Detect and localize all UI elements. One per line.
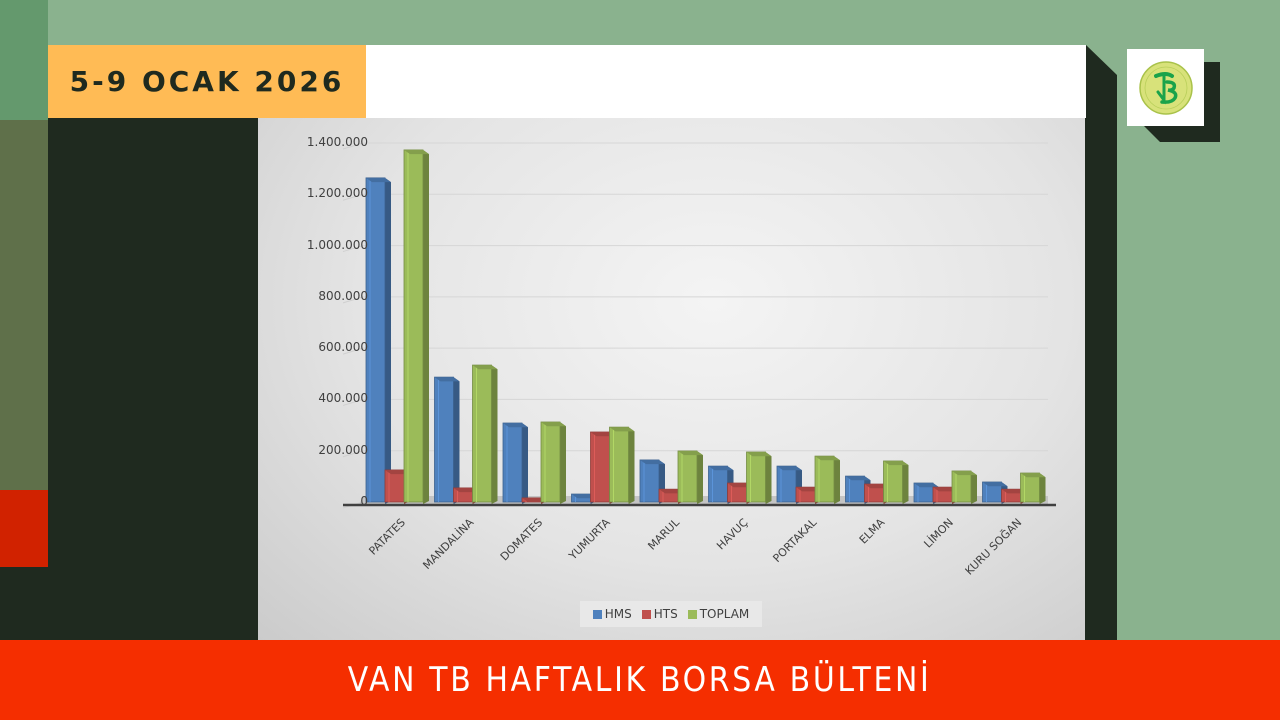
bar-hms bbox=[434, 376, 460, 504]
bar-toplam bbox=[1020, 472, 1046, 504]
bar-chart bbox=[342, 142, 1056, 509]
logo-icon bbox=[1138, 60, 1193, 115]
x-tick-label: LİMON bbox=[920, 516, 956, 551]
decor-strip-bottom bbox=[0, 567, 48, 640]
footer-title: VAN TB HAFTALIK BORSA BÜLTENİ bbox=[348, 660, 932, 700]
bar-toplam bbox=[472, 364, 498, 504]
x-tick-label: ELMA bbox=[856, 516, 888, 547]
header-band bbox=[366, 45, 1086, 118]
legend-swatch-hms bbox=[592, 609, 602, 619]
x-tick-label: YUMURTA bbox=[566, 516, 613, 563]
legend-item-hts: HTS bbox=[641, 607, 678, 621]
legend-swatch-hts bbox=[641, 609, 651, 619]
x-tick-label: DOMATES bbox=[497, 516, 545, 564]
y-tick-label: 1.200.000 bbox=[306, 186, 368, 201]
bar-hms bbox=[365, 177, 391, 505]
x-tick-label: HAVUÇ bbox=[714, 516, 751, 553]
x-tick-label: MARUL bbox=[644, 516, 682, 553]
dark-right-edge bbox=[1086, 45, 1117, 640]
date-banner: 5-9 OCAK 2026 bbox=[48, 45, 366, 118]
y-tick-label: 800.000 bbox=[318, 288, 368, 303]
x-tick-label: KURU SOĞAN bbox=[962, 516, 1025, 578]
legend-swatch-toplam bbox=[687, 609, 697, 619]
date-label: 5-9 OCAK 2026 bbox=[69, 65, 345, 98]
legend-label-hts: HTS bbox=[653, 607, 678, 621]
bar-toplam bbox=[609, 426, 635, 504]
y-tick-label: 600.000 bbox=[318, 340, 368, 355]
x-axis: PATATES MANDALİNA DOMATES YUMURTA MARUL HAVUÇ… bbox=[258, 118, 1085, 640]
y-tick-label: 1.000.000 bbox=[306, 237, 368, 252]
bar-toplam bbox=[814, 455, 840, 504]
y-tick-label: 1.400.000 bbox=[306, 135, 368, 149]
bar-toplam bbox=[951, 470, 977, 504]
y-axis: 0 200.000 400.000 600.000 800.000 1.000.000 1.… bbox=[258, 118, 368, 640]
x-tick-label: MANDALİNA bbox=[420, 516, 477, 572]
bar-toplam bbox=[540, 421, 566, 504]
x-tick-label: PORTAKAL bbox=[769, 516, 819, 565]
chart-area: 0 200.000 400.000 600.000 800.000 1.000.000 1.… bbox=[258, 118, 1085, 640]
bar-toplam bbox=[746, 451, 772, 504]
bar-toplam bbox=[677, 450, 703, 504]
chart-legend: HMS HTS TOPLAM bbox=[580, 601, 762, 627]
legend-item-toplam: TOPLAM bbox=[687, 607, 750, 621]
bar-toplam bbox=[883, 460, 909, 504]
decor-strip-middle bbox=[0, 120, 48, 490]
y-tick-label: 400.000 bbox=[318, 391, 368, 406]
y-tick-label: 200.000 bbox=[318, 442, 368, 457]
legend-item-hms: HMS bbox=[592, 607, 632, 621]
bar-toplam bbox=[403, 149, 429, 504]
decor-strip-top bbox=[0, 0, 48, 120]
y-tick-label: 0 bbox=[360, 494, 368, 508]
logo bbox=[1127, 49, 1204, 126]
legend-label-toplam: TOPLAM bbox=[699, 607, 750, 621]
footer-banner: VAN TB HAFTALIK BORSA BÜLTENİ bbox=[0, 640, 1280, 720]
x-tick-label: PATATES bbox=[365, 516, 408, 558]
decor-strip-red bbox=[0, 490, 48, 567]
bar-hms bbox=[502, 422, 528, 504]
legend-label-hms: HMS bbox=[604, 607, 632, 621]
dark-right-bevel bbox=[1086, 45, 1117, 75]
